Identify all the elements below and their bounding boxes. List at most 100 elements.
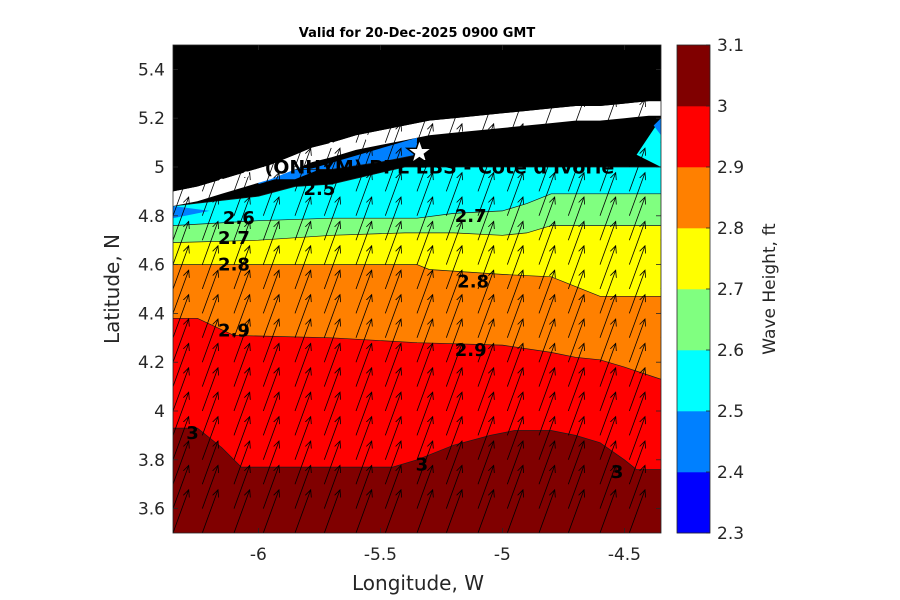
vector-arrow <box>173 368 189 412</box>
vector-arrow <box>384 417 401 460</box>
coastline-band <box>173 101 661 206</box>
vector-arrow <box>628 124 645 168</box>
vector-arrow <box>201 441 218 485</box>
vector-arrow <box>567 173 584 216</box>
contour-lines <box>173 154 661 470</box>
contour-line <box>173 225 661 243</box>
colorbar-segment <box>677 45 710 107</box>
y-tick-label: 3.6 <box>138 500 165 520</box>
vector-arrow <box>538 148 555 192</box>
vector-arrow <box>445 490 462 533</box>
vector-arrow <box>355 392 372 436</box>
vector-arrow <box>416 343 433 387</box>
vector-arrow <box>233 417 250 460</box>
vector-arrow <box>660 531 661 533</box>
vector-arrow <box>355 173 372 216</box>
vector-arrow <box>262 221 279 265</box>
vector-arrow <box>445 343 462 387</box>
colorbar-segment <box>677 350 710 412</box>
contour-label: 2.7 <box>455 206 487 227</box>
vector-arrow <box>567 197 584 241</box>
contour-label: 2.5 <box>303 179 335 200</box>
vector-arrow <box>628 197 645 241</box>
vector-arrow <box>262 465 279 509</box>
y-axis-label: Latitude, N <box>100 234 124 344</box>
vector-arrow <box>233 368 250 412</box>
vector-arrow <box>262 441 279 485</box>
vector-arrow <box>599 368 616 412</box>
vector-arrow <box>567 270 584 314</box>
vector-arrow <box>538 441 555 485</box>
colorbar-tick-label: 3.1 <box>717 36 744 56</box>
vector-arrow <box>262 173 279 216</box>
vector-arrow <box>506 319 523 363</box>
vector-arrow <box>201 221 218 265</box>
vector-arrow <box>294 465 311 509</box>
vector-arrow <box>262 417 279 460</box>
colorbar: 2.3 2.4 2.5 2.6 2.7 2.8 2.9 3 3.1 <box>676 36 744 544</box>
vector-arrow <box>173 343 189 387</box>
colorbar-tick-label: 2.7 <box>717 280 744 300</box>
vector-arrow <box>660 409 661 411</box>
vector-arrow <box>567 441 584 485</box>
vector-arrow <box>599 124 616 168</box>
station-label: (ONHYM) PPL EBS - Cote d'Ivorie <box>265 156 615 178</box>
vector-arrow <box>538 270 555 314</box>
colorbar-tick-label: 2.8 <box>717 219 744 239</box>
colorbar-segment <box>677 106 710 168</box>
vector-arrow <box>233 441 250 485</box>
vector-arrow <box>445 221 462 265</box>
vector-arrow <box>416 197 433 241</box>
vector-arrow <box>201 417 218 460</box>
vector-arrow <box>384 441 401 485</box>
vector-arrow <box>567 99 584 143</box>
vector-arrow <box>599 270 616 314</box>
coast-fleck <box>243 171 250 178</box>
vector-arrow <box>567 221 584 265</box>
y-tick-label: 4.2 <box>138 353 165 373</box>
vector-arrow <box>355 270 372 314</box>
vector-arrow <box>538 417 555 460</box>
coast-fleck <box>328 142 335 149</box>
vector-arrow <box>323 148 340 192</box>
vector-arrow <box>355 148 372 192</box>
vector-arrow <box>294 343 311 387</box>
vector-arrow <box>233 221 250 265</box>
contour-label: 2.7 <box>218 228 250 249</box>
vector-arrow <box>445 197 462 241</box>
vector-arrow <box>384 173 401 216</box>
vector-arrow <box>660 239 661 241</box>
vector-arrow <box>323 197 340 241</box>
vector-arrow <box>323 246 340 290</box>
vector-arrow <box>628 490 645 533</box>
vector-arrow <box>173 197 189 241</box>
colorbar-segment <box>677 167 710 229</box>
vector-arrow <box>445 465 462 509</box>
vector-arrow <box>323 319 340 363</box>
vector-arrow <box>323 465 340 509</box>
vector-arrow <box>477 392 494 436</box>
contour-label: 2.8 <box>218 255 250 276</box>
vector-arrow <box>660 287 661 289</box>
vector-arrow <box>567 490 584 533</box>
vector-arrow <box>201 368 218 412</box>
vector-arrow <box>538 368 555 412</box>
vector-arrow <box>173 295 189 338</box>
vector-arrow <box>355 465 372 509</box>
vector-arrow <box>538 295 555 338</box>
vector-arrow <box>599 148 616 192</box>
vector-arrow <box>416 124 433 168</box>
vector-arrow <box>477 490 494 533</box>
vector-arrow <box>355 343 372 387</box>
vector-arrow <box>567 392 584 436</box>
vector-arrow <box>445 368 462 412</box>
vector-arrow <box>538 465 555 509</box>
vector-arrow <box>599 173 616 216</box>
chart-title: Valid for 20-Dec-2025 0900 GMT <box>299 26 536 41</box>
x-axis: -6 -5.5 -5 -4.5 <box>250 45 641 565</box>
vector-arrow <box>477 441 494 485</box>
vector-arrow <box>201 343 218 387</box>
vector-arrow <box>233 490 250 533</box>
vector-arrow <box>506 465 523 509</box>
vector-arrow <box>628 392 645 436</box>
